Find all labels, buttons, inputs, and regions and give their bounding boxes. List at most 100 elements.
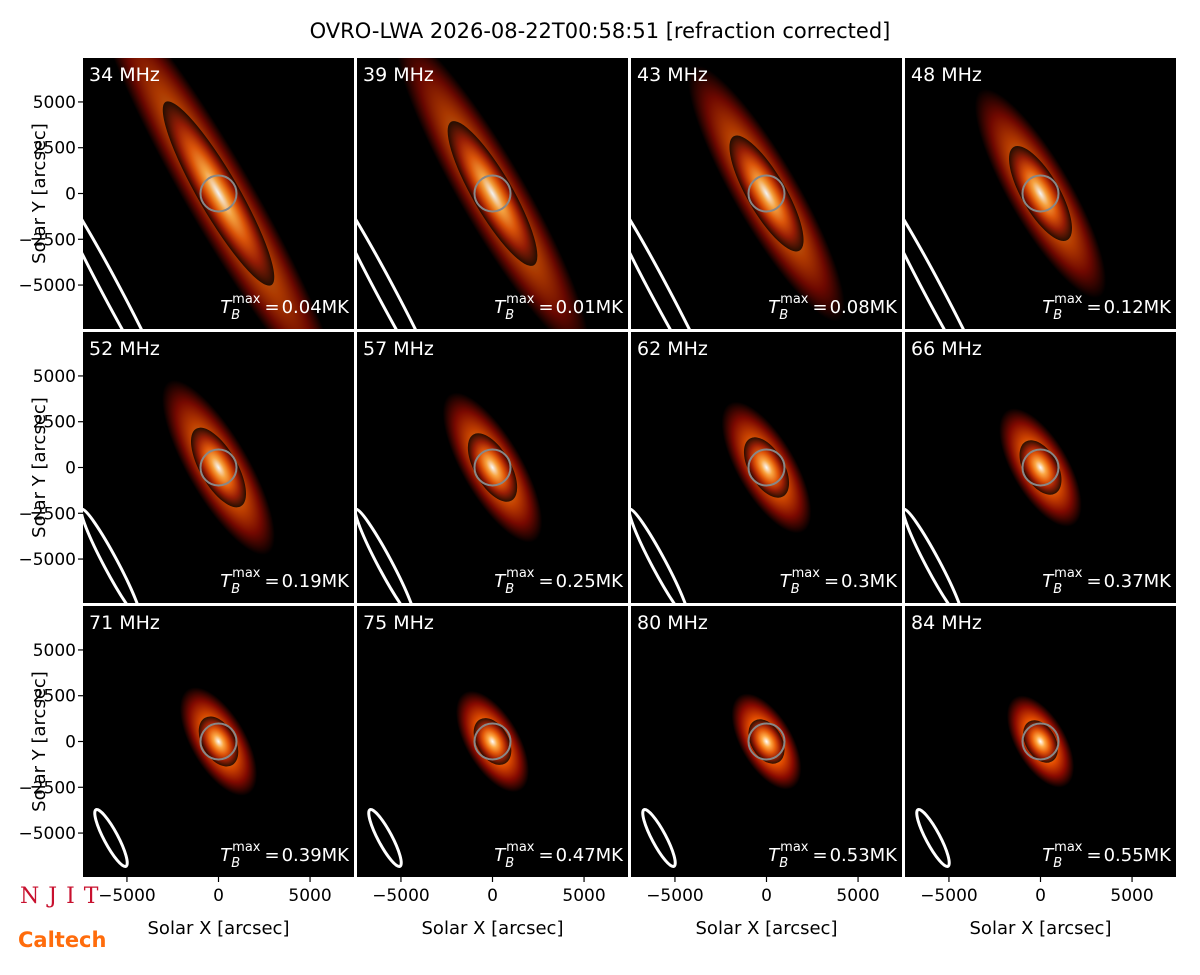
tb-sign: = <box>824 571 839 592</box>
tb-max-label: TBmax = 0.12MK <box>1042 292 1172 323</box>
tb-max-label: TBmax = 0.47MK <box>494 840 624 871</box>
tb-symbol: T <box>768 297 781 318</box>
tb-subscript: B <box>1053 582 1062 597</box>
tb-superscript: max <box>1054 292 1083 307</box>
frequency-label: 52 MHz <box>89 338 160 360</box>
radio-core <box>1023 720 1058 763</box>
radio-core <box>190 427 247 508</box>
radio-core <box>198 716 239 767</box>
x-tick-label: −5000 <box>646 886 704 906</box>
beam <box>631 173 723 329</box>
tb-max-label: TBmax = 0.39MK <box>220 840 350 871</box>
tb-max-label: TBmax = 0.25MK <box>494 566 624 597</box>
tb-superscript: max <box>780 840 809 855</box>
njit-logo: NJIT <box>20 884 107 909</box>
y-tick-label: −5000 <box>18 276 76 296</box>
beam <box>367 808 403 868</box>
beam <box>915 808 951 868</box>
solar-disk <box>473 174 512 213</box>
frequency-label: 62 MHz <box>637 338 708 360</box>
radio-core <box>447 121 538 266</box>
radio-core <box>1009 146 1072 241</box>
tb-max-label: TBmax = 0.01MK <box>494 292 624 323</box>
frequency-label: 43 MHz <box>637 64 708 86</box>
radio-core <box>162 101 275 286</box>
tb-symbol: T <box>494 297 507 318</box>
solar-disk <box>1021 722 1060 761</box>
tb-sign: = <box>264 571 279 592</box>
tb-sign: = <box>538 297 553 318</box>
y-tick-label: 0 <box>65 185 76 205</box>
tb-value: 0.04MK <box>282 297 351 318</box>
caltech-logo: Caltech <box>18 928 106 952</box>
tb-subscript: B <box>1053 856 1062 871</box>
solar-disk <box>199 448 238 487</box>
tb-symbol: T <box>1042 845 1055 866</box>
tb-sign: = <box>1086 845 1101 866</box>
frequency-label: 66 MHz <box>911 338 982 360</box>
beam <box>83 173 175 329</box>
panel <box>905 58 1176 329</box>
tb-symbol: T <box>220 571 233 592</box>
tb-sign: = <box>812 297 827 318</box>
tb-max-label: TBmax = 0.04MK <box>220 292 350 323</box>
tb-value: 0.39MK <box>282 845 351 866</box>
x-tick-label: 5000 <box>288 886 331 906</box>
tb-symbol: T <box>220 845 233 866</box>
tb-value: 0.3MK <box>841 571 898 592</box>
x-tick-label: 0 <box>487 886 498 906</box>
tb-subscript: B <box>1053 308 1062 323</box>
y-axis-label: Solar Y [arcsec] <box>29 123 50 264</box>
x-axis-label: Solar X [arcsec] <box>148 918 290 939</box>
x-tick-label: −5000 <box>98 886 156 906</box>
beam <box>641 808 677 868</box>
y-axis-label: Solar Y [arcsec] <box>29 397 50 538</box>
tb-subscript: B <box>505 308 514 323</box>
tb-subscript: B <box>231 308 240 323</box>
frequency-label: 75 MHz <box>363 612 434 634</box>
x-tick-label: −5000 <box>372 886 430 906</box>
panel <box>357 332 628 603</box>
tb-value: 0.37MK <box>1104 571 1173 592</box>
tb-value: 0.19MK <box>282 571 351 592</box>
y-axis-label: Solar Y [arcsec] <box>29 671 50 812</box>
tb-superscript: max <box>232 292 261 307</box>
beam <box>905 173 997 329</box>
tb-superscript: max <box>1054 840 1083 855</box>
solar-disk <box>473 448 512 487</box>
y-tick-label: 5000 <box>33 641 76 661</box>
y-tick-label: 0 <box>65 459 76 479</box>
tb-symbol: T <box>1042 297 1055 318</box>
tb-symbol: T <box>1042 571 1055 592</box>
y-tick-label: 2500 <box>33 413 76 433</box>
x-tick-label: 5000 <box>1110 886 1153 906</box>
panel <box>83 58 354 329</box>
y-tick-label: 0 <box>65 733 76 753</box>
frequency-label: 39 MHz <box>363 64 434 86</box>
beam <box>83 507 143 603</box>
tb-superscript: max <box>792 566 821 581</box>
y-tick-label: −2500 <box>18 504 76 524</box>
tb-symbol: T <box>768 845 781 866</box>
frequency-label: 57 MHz <box>363 338 434 360</box>
tb-superscript: max <box>232 566 261 581</box>
y-tick-label: −5000 <box>18 550 76 570</box>
x-axis-label: Solar X [arcsec] <box>422 918 564 939</box>
y-tick-label: 2500 <box>33 139 76 159</box>
tb-value: 0.01MK <box>556 297 625 318</box>
tb-superscript: max <box>780 292 809 307</box>
beam <box>357 173 449 329</box>
tb-value: 0.08MK <box>830 297 899 318</box>
tb-value: 0.53MK <box>830 845 899 866</box>
x-tick-label: 0 <box>761 886 772 906</box>
tb-symbol: T <box>494 571 507 592</box>
tb-subscript: B <box>779 308 788 323</box>
radio-core <box>729 135 804 252</box>
tb-sign: = <box>538 571 553 592</box>
panel <box>83 332 354 603</box>
tb-value: 0.55MK <box>1104 845 1173 866</box>
tb-symbol: T <box>220 297 233 318</box>
panel <box>631 606 902 877</box>
tb-sign: = <box>264 297 279 318</box>
